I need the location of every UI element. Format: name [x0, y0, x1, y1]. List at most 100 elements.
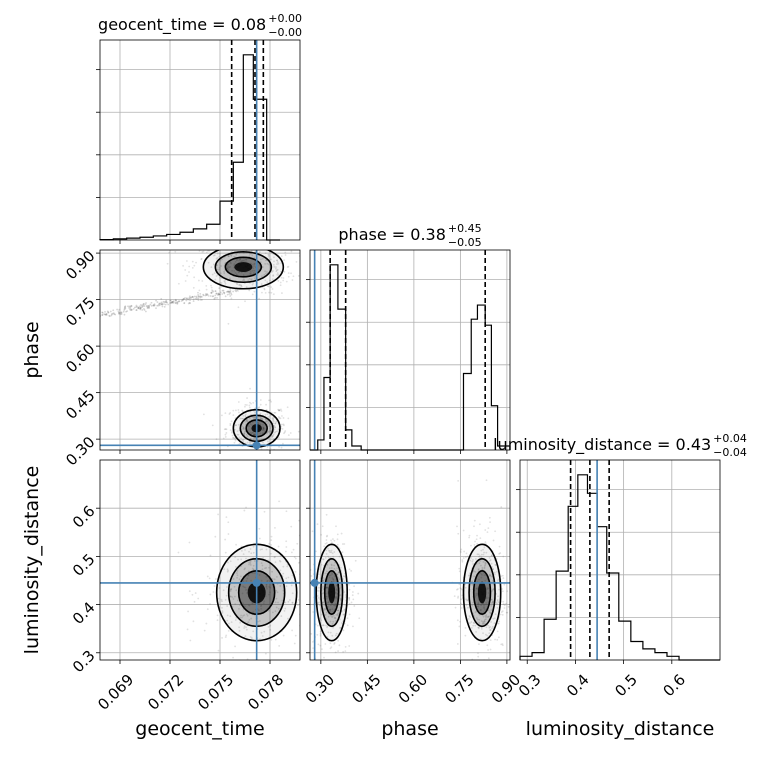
panel-title-luminosity_distance: luminosity_distance = 0.43 +0.04−0.04	[493, 432, 747, 459]
scatter-point	[279, 417, 282, 420]
scatter-point	[251, 431, 254, 434]
scatter-point	[488, 573, 491, 576]
scatter-point	[277, 248, 279, 250]
scatter-point	[261, 662, 263, 664]
x-tick-label-geocent_time: 0.072	[144, 671, 187, 714]
scatter-point	[244, 586, 247, 589]
scatter-point	[480, 604, 483, 607]
scatter-point	[480, 628, 483, 630]
scatter-point	[268, 399, 270, 402]
scatter-point	[240, 284, 243, 287]
scatter-point	[224, 412, 227, 415]
scatter-point	[119, 313, 122, 315]
scatter-point	[248, 618, 251, 621]
scatter-point	[230, 293, 233, 296]
scatter-point	[198, 289, 201, 292]
scatter-point	[120, 313, 123, 315]
scatter-point	[276, 268, 279, 271]
scatter-point	[280, 408, 282, 411]
scatter-point	[247, 621, 250, 624]
scatter-point	[325, 539, 328, 541]
scatter-point	[501, 643, 504, 645]
scatter-point	[189, 639, 192, 642]
density-fill-level-3	[477, 581, 487, 604]
scatter-point	[483, 604, 485, 607]
scatter-point	[335, 632, 338, 635]
scatter-point	[481, 568, 484, 571]
scatter-point	[135, 309, 138, 312]
scatter-point	[174, 302, 177, 305]
scatter-point	[301, 587, 303, 589]
scatter-point	[207, 250, 209, 252]
scatter-point	[251, 602, 254, 605]
scatter-point	[287, 576, 290, 579]
scatter-point	[229, 261, 232, 264]
scatter-point	[198, 295, 200, 298]
scatter-point	[337, 650, 339, 652]
scatter-point	[218, 293, 221, 296]
scatter-point	[271, 578, 274, 580]
scatter-point	[490, 621, 492, 623]
scatter-point	[310, 632, 313, 635]
scatter-point	[212, 591, 215, 593]
scatter-point	[129, 305, 132, 308]
scatter-point	[521, 623, 523, 625]
scatter-point	[482, 615, 485, 618]
scatter-point	[236, 570, 239, 572]
scatter-point	[325, 597, 328, 600]
scatter-point	[213, 254, 216, 256]
scatter-point	[155, 307, 157, 310]
scatter-point	[253, 666, 255, 668]
scatter-point	[248, 289, 251, 292]
scatter-point	[174, 250, 177, 253]
scatter-point	[226, 614, 229, 617]
scatter-point	[272, 416, 275, 419]
scatter-point	[488, 615, 490, 618]
scatter-point	[341, 661, 343, 663]
scatter-point	[192, 296, 194, 299]
scatter-point	[482, 548, 484, 551]
scatter-point	[319, 630, 322, 633]
scatter-point	[307, 580, 309, 582]
scatter-point	[488, 632, 491, 635]
scatter-point	[478, 622, 481, 624]
scatter-point	[483, 620, 486, 623]
scatter-point	[104, 310, 106, 313]
scatter-point	[240, 468, 242, 470]
y-tick-label-phase: 0.75	[62, 293, 98, 329]
scatter-point	[252, 401, 255, 404]
scatter-point	[271, 611, 274, 614]
scatter-point	[264, 413, 267, 416]
scatter-point	[270, 271, 273, 273]
scatter-point	[279, 247, 281, 249]
scatter-point	[245, 580, 248, 582]
scatter-point	[500, 575, 502, 578]
scatter-point	[210, 292, 213, 295]
scatter-point	[312, 641, 314, 643]
scatter-point	[261, 417, 263, 419]
scatter-point	[261, 291, 263, 294]
scatter-point	[328, 557, 330, 559]
scatter-point	[263, 287, 266, 290]
scatter-point	[503, 604, 506, 607]
scatter-point	[248, 604, 251, 607]
scatter-point	[245, 247, 247, 249]
scatter-point	[317, 602, 319, 604]
scatter-point	[215, 257, 218, 260]
scatter-point	[498, 545, 501, 548]
scatter-point	[199, 292, 202, 295]
scatter-point	[474, 571, 477, 573]
scatter-point	[307, 580, 309, 582]
scatter-point	[224, 599, 227, 601]
scatter-point	[229, 247, 231, 249]
scatter-point	[177, 282, 180, 285]
scatter-point	[147, 306, 150, 309]
scatter-point	[250, 244, 252, 246]
scatter-point	[184, 269, 187, 271]
scatter-point	[274, 422, 277, 425]
scatter-point	[322, 624, 325, 627]
x-tick-label-phase: 0.45	[348, 671, 384, 707]
scatter-point	[155, 299, 157, 302]
scatter-point	[169, 301, 172, 304]
scatter-point	[277, 274, 280, 276]
